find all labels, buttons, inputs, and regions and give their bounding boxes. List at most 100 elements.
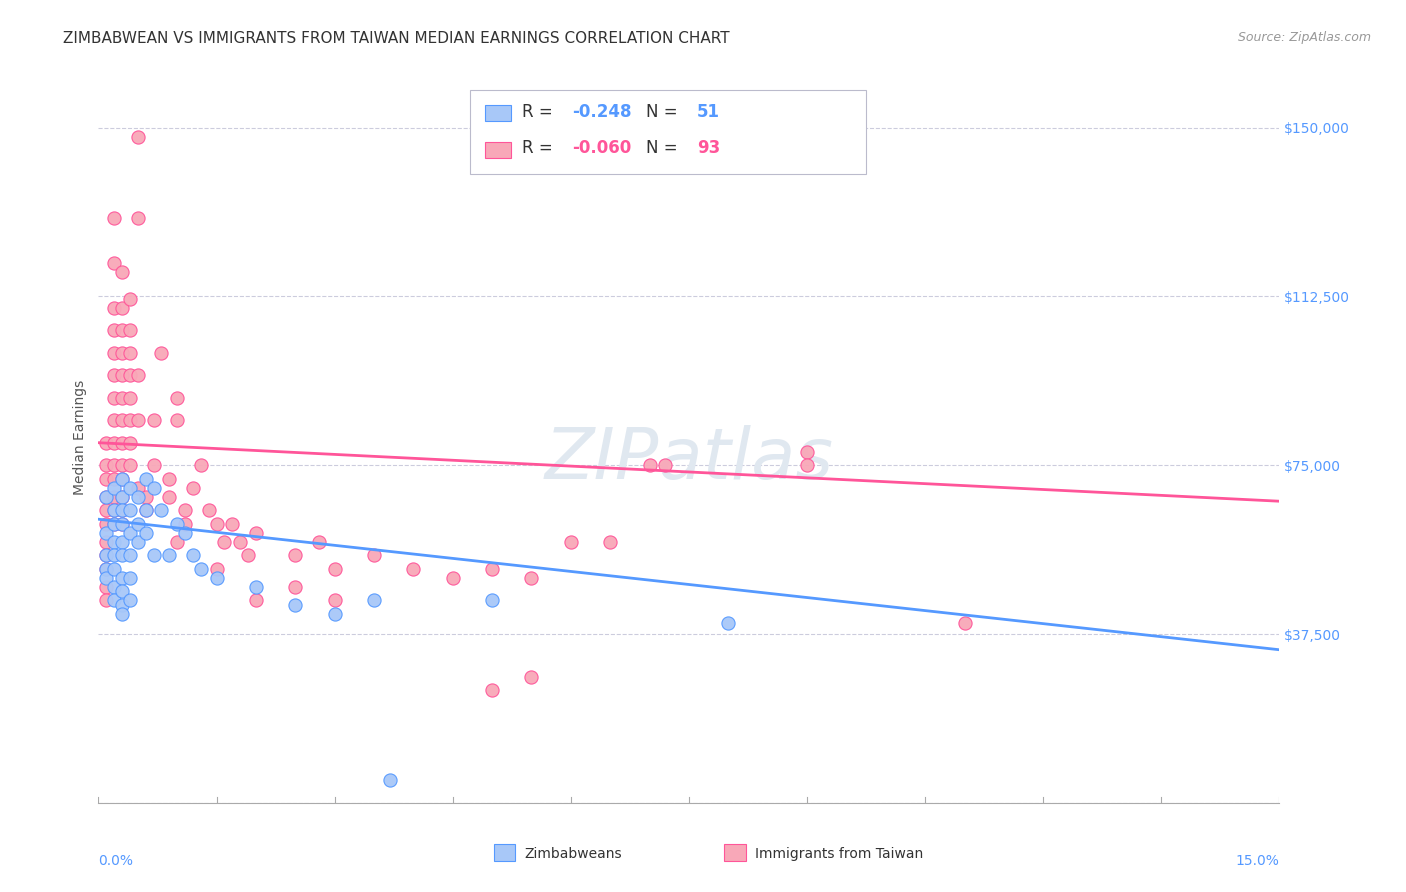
- Point: [118, 548, 141, 562]
- Point: [197, 503, 219, 517]
- Point: [157, 490, 180, 504]
- Point: [118, 571, 141, 585]
- Point: [111, 265, 134, 279]
- Point: [157, 472, 180, 486]
- Point: [221, 516, 243, 531]
- Point: [103, 413, 125, 427]
- Point: [560, 534, 582, 549]
- Point: [96, 525, 118, 540]
- Point: [103, 255, 125, 269]
- Text: -0.060: -0.060: [572, 139, 631, 157]
- Point: [111, 607, 134, 621]
- Point: [96, 548, 118, 562]
- Point: [118, 481, 141, 495]
- Point: [103, 301, 125, 315]
- Point: [111, 516, 134, 531]
- Point: [174, 525, 197, 540]
- Point: [323, 593, 346, 607]
- Text: R =: R =: [523, 103, 558, 120]
- Point: [111, 584, 134, 599]
- Point: [142, 481, 165, 495]
- Point: [103, 580, 125, 594]
- Point: [181, 481, 204, 495]
- Point: [103, 503, 125, 517]
- Point: [111, 548, 134, 562]
- Point: [111, 323, 134, 337]
- Point: [166, 516, 188, 531]
- Point: [599, 534, 621, 549]
- Bar: [724, 844, 745, 862]
- Point: [96, 593, 118, 607]
- Text: Source: ZipAtlas.com: Source: ZipAtlas.com: [1237, 31, 1371, 45]
- Point: [481, 593, 503, 607]
- Point: [96, 503, 118, 517]
- Point: [118, 292, 141, 306]
- Point: [796, 458, 818, 473]
- Point: [96, 562, 118, 576]
- Point: [127, 129, 149, 144]
- Point: [323, 607, 346, 621]
- Point: [166, 413, 188, 427]
- Point: [284, 598, 307, 612]
- Point: [103, 503, 125, 517]
- Point: [190, 562, 212, 576]
- Point: [103, 481, 125, 495]
- Point: [111, 503, 134, 517]
- Point: [142, 458, 165, 473]
- Point: [363, 548, 385, 562]
- Point: [111, 598, 134, 612]
- Point: [111, 571, 134, 585]
- Point: [127, 413, 149, 427]
- Point: [118, 368, 141, 383]
- Point: [174, 503, 197, 517]
- Point: [96, 548, 118, 562]
- Point: [118, 435, 141, 450]
- Point: [236, 548, 259, 562]
- Point: [214, 534, 236, 549]
- Point: [796, 444, 818, 458]
- Text: ZIMBABWEAN VS IMMIGRANTS FROM TAIWAN MEDIAN EARNINGS CORRELATION CHART: ZIMBABWEAN VS IMMIGRANTS FROM TAIWAN MED…: [63, 31, 730, 46]
- Point: [111, 490, 134, 504]
- Point: [520, 670, 543, 684]
- Point: [103, 593, 125, 607]
- Text: -0.248: -0.248: [572, 103, 631, 120]
- Point: [174, 516, 197, 531]
- Point: [323, 562, 346, 576]
- Point: [135, 490, 157, 504]
- Point: [127, 368, 149, 383]
- Point: [118, 525, 141, 540]
- Point: [96, 490, 118, 504]
- Point: [96, 516, 118, 531]
- Point: [245, 580, 267, 594]
- Point: [111, 516, 134, 531]
- Point: [157, 548, 180, 562]
- Point: [118, 323, 141, 337]
- Point: [205, 571, 228, 585]
- Point: [142, 413, 165, 427]
- Point: [111, 534, 134, 549]
- Point: [717, 615, 740, 630]
- Point: [96, 571, 118, 585]
- Point: [103, 548, 125, 562]
- Text: N =: N =: [647, 103, 683, 120]
- Point: [205, 562, 228, 576]
- Y-axis label: Median Earnings: Median Earnings: [73, 379, 87, 495]
- Point: [111, 413, 134, 427]
- Point: [135, 503, 157, 517]
- Point: [953, 615, 976, 630]
- Text: R =: R =: [523, 139, 558, 157]
- Point: [402, 562, 425, 576]
- Point: [103, 534, 125, 549]
- Point: [96, 580, 118, 594]
- Point: [481, 683, 503, 698]
- Point: [118, 593, 141, 607]
- Point: [111, 458, 134, 473]
- Point: [638, 458, 661, 473]
- Point: [111, 503, 134, 517]
- Point: [520, 571, 543, 585]
- Point: [284, 580, 307, 594]
- Point: [118, 503, 141, 517]
- Point: [181, 548, 204, 562]
- Point: [118, 458, 141, 473]
- Point: [103, 562, 125, 576]
